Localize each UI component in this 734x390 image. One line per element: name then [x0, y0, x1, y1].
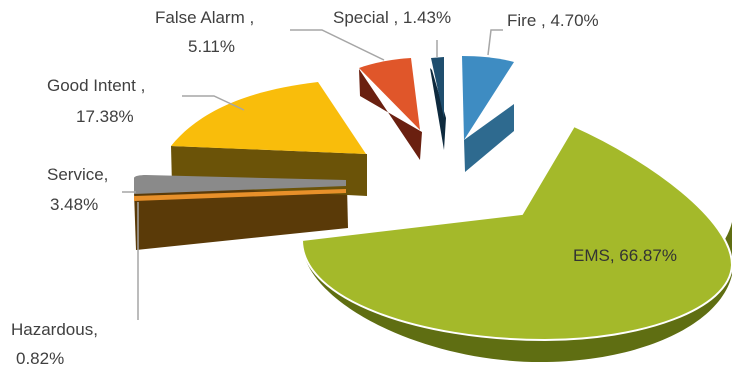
slice-side-false-alarm [359, 69, 422, 160]
slice-service [134, 175, 346, 194]
slice-good-intent [171, 82, 366, 154]
leader-line-false-alarm [290, 29, 385, 61]
label-hazardous-2: 0.82% [16, 349, 64, 368]
slice-tops [134, 56, 734, 342]
slice-special [431, 57, 444, 118]
label-service-1: Service, [47, 165, 108, 184]
label-good-intent-2: 17.38% [76, 107, 134, 126]
label-hazardous-1: Hazardous, [11, 320, 98, 339]
leader-line-fire [487, 29, 503, 56]
slice-false-alarm [359, 58, 420, 130]
leader-lines [122, 29, 503, 320]
label-special: Special , 1.43% [333, 8, 451, 27]
slice-side-special [430, 68, 446, 150]
label-false-alarm-2: 5.11% [188, 37, 235, 56]
label-false-alarm-1: False Alarm , [155, 8, 254, 27]
slice-fire [462, 56, 514, 140]
slice-hazardous [134, 189, 346, 201]
label-service-2: 3.48% [50, 195, 98, 214]
leader-line-good-intent [182, 95, 245, 111]
data-labels: False Alarm , 5.11% Special , 1.43% Fire… [11, 8, 677, 368]
label-ems: EMS, 66.87% [573, 246, 677, 265]
slice-ems [300, 124, 734, 342]
label-good-intent-1: Good Intent , [47, 76, 145, 95]
slice-side-fire [464, 104, 514, 172]
label-fire: Fire , 4.70% [507, 11, 599, 30]
slice-side-service [134, 186, 348, 250]
